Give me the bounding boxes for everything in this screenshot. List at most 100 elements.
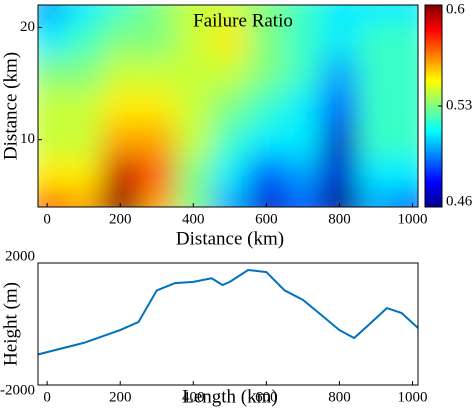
heat-cell [38, 190, 66, 207]
heat-cell [211, 156, 249, 191]
heat-cell [65, 122, 103, 157]
x-tick-label: 400 [182, 211, 205, 227]
heat-cell [284, 190, 322, 207]
heat-cell [394, 5, 418, 23]
heat-cell [357, 190, 395, 207]
x-tick-label: 600 [255, 211, 278, 227]
heat-cell [175, 55, 213, 90]
heat-cell [65, 21, 103, 56]
heat-cell [65, 5, 103, 23]
heat-cell [38, 21, 66, 56]
heat-cell [138, 190, 176, 207]
x-tick-label: 1000 [398, 389, 428, 405]
heat-cell [357, 156, 395, 191]
heatmap [38, 5, 418, 207]
heat-cell [175, 190, 213, 207]
heat-cell [394, 122, 418, 157]
heat-cell [394, 89, 418, 124]
x-tick-label: 400 [182, 389, 205, 405]
plot-frame [37, 262, 419, 386]
heat-cell [357, 89, 395, 124]
plot-frame [37, 4, 419, 208]
heat-cell [138, 5, 176, 23]
colorbar-tick-label: 0.46 [446, 193, 473, 209]
x-axis-label: Length (km) [182, 386, 278, 407]
heat-cell [248, 89, 286, 124]
heat-cell [321, 55, 359, 90]
heat-cell [321, 156, 359, 191]
heat-cell [175, 89, 213, 124]
heat-cell [101, 156, 139, 191]
x-tick-label: 800 [328, 389, 351, 405]
colorbar-tick-label: 0.53 [446, 97, 472, 113]
heat-cell [175, 156, 213, 191]
heat-cell [65, 156, 103, 191]
heat-cell [321, 122, 359, 157]
heat-cell [394, 190, 418, 207]
heat-cell [248, 5, 286, 23]
heat-cell [175, 122, 213, 157]
heat-cell [394, 156, 418, 191]
heat-cell [357, 5, 395, 23]
heat-cell [38, 122, 66, 157]
heat-cell [38, 5, 66, 23]
heat-cell [138, 156, 176, 191]
heat-cell [284, 156, 322, 191]
heat-cell [357, 55, 395, 90]
heat-cell [248, 156, 286, 191]
heat-cell [211, 5, 249, 23]
heat-cell [65, 190, 103, 207]
heat-cell [211, 89, 249, 124]
heat-cell [211, 122, 249, 157]
heat-cell [357, 122, 395, 157]
heat-cell [175, 21, 213, 56]
heat-cell [175, 5, 213, 23]
heatmap-cells [38, 5, 418, 207]
heat-cell [248, 190, 286, 207]
heat-cell [38, 55, 66, 90]
y-axis-label: Distance (km) [0, 52, 21, 160]
heat-cell [211, 21, 249, 56]
heat-cell [65, 89, 103, 124]
heat-cell [357, 21, 395, 56]
heat-cell [321, 21, 359, 56]
x-tick-label: 200 [109, 389, 132, 405]
y-tick-label: 20 [20, 19, 35, 35]
heat-cell [138, 89, 176, 124]
heat-cell [321, 5, 359, 23]
heat-cell [38, 89, 66, 124]
x-tick-label: 0 [43, 389, 51, 405]
heat-cell [211, 190, 249, 207]
heat-cell [284, 55, 322, 90]
heat-cell [101, 122, 139, 157]
x-tick-label: 1000 [398, 211, 428, 227]
y-tick-label: 10 [20, 131, 35, 147]
heat-cell [284, 122, 322, 157]
heat-cell [321, 89, 359, 124]
x-tick-label: 600 [255, 389, 278, 405]
heat-cell [248, 122, 286, 157]
heat-cell [138, 55, 176, 90]
heat-cell [101, 190, 139, 207]
heat-cell [248, 21, 286, 56]
colorbar-tick-label: 0.6 [446, 1, 465, 17]
y-tick-label: 2000 [5, 248, 35, 264]
heat-cell [394, 55, 418, 90]
heat-cell [138, 122, 176, 157]
heat-cell [284, 89, 322, 124]
heat-cell [101, 21, 139, 56]
heat-cell [38, 156, 66, 191]
heat-cell [248, 55, 286, 90]
y-axis-label: Height (m) [0, 282, 21, 366]
line [37, 268, 419, 356]
x-tick-label: 0 [43, 211, 51, 227]
heat-cell [65, 55, 103, 90]
heat-cell [321, 190, 359, 207]
x-axis-label: Distance (km) [176, 228, 284, 249]
heat-cell [101, 89, 139, 124]
heat-cell [138, 21, 176, 56]
heat-cell [284, 5, 322, 23]
heat-cell [211, 55, 249, 90]
heat-cell [284, 21, 322, 56]
